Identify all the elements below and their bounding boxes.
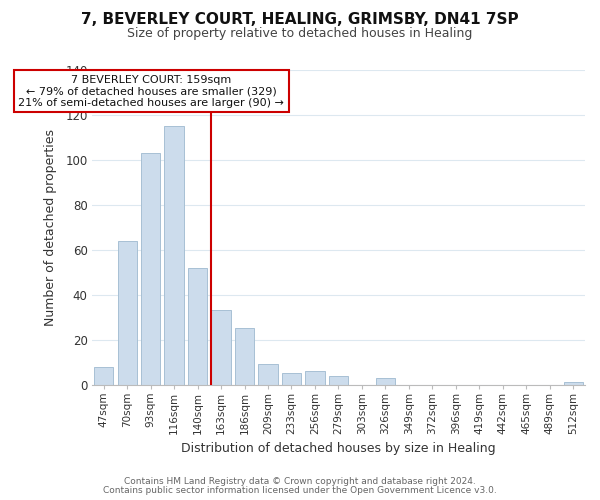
Bar (141, 153, 160, 384)
Bar (188, 268, 207, 384)
Bar (376, 378, 395, 384)
Bar (164, 126, 184, 384)
Bar (305, 371, 325, 384)
Text: Contains public sector information licensed under the Open Government Licence v3: Contains public sector information licen… (103, 486, 497, 495)
Y-axis label: Number of detached properties: Number of detached properties (44, 129, 57, 326)
Bar (94, 366, 113, 384)
Text: Contains HM Land Registry data © Crown copyright and database right 2024.: Contains HM Land Registry data © Crown c… (124, 477, 476, 486)
Text: Size of property relative to detached houses in Healing: Size of property relative to detached ho… (127, 28, 473, 40)
Bar (329, 376, 348, 384)
Bar (259, 364, 278, 384)
Bar (563, 382, 583, 384)
Bar (211, 310, 230, 384)
Bar (235, 328, 254, 384)
Bar (282, 374, 301, 384)
Text: 7 BEVERLEY COURT: 159sqm
← 79% of detached houses are smaller (329)
21% of semi-: 7 BEVERLEY COURT: 159sqm ← 79% of detach… (19, 74, 284, 108)
Text: 7, BEVERLEY COURT, HEALING, GRIMSBY, DN41 7SP: 7, BEVERLEY COURT, HEALING, GRIMSBY, DN4… (81, 12, 519, 28)
Bar (118, 241, 137, 384)
X-axis label: Distribution of detached houses by size in Healing: Distribution of detached houses by size … (181, 442, 496, 455)
